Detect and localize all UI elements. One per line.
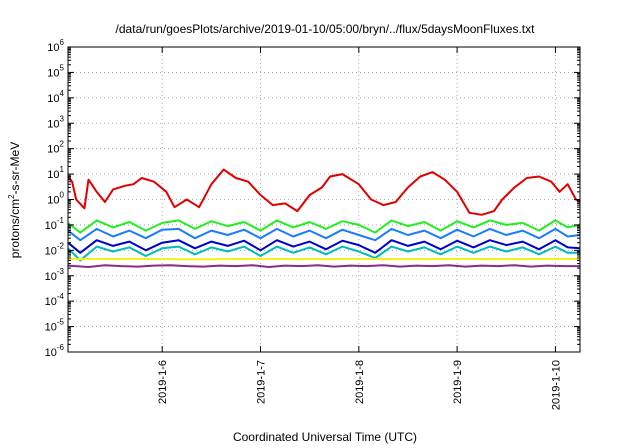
series-line-7 bbox=[67, 264, 580, 268]
x-axis: 2019-1-6 2019-1-7 2019-1-8 2019-1-9 2019-1-1… bbox=[157, 47, 562, 410]
y-tick-label: 106 bbox=[47, 38, 64, 54]
y-axis: 10-6 10-5 10-4 10-3 10-2 10-1 100 101 102 103 104 1… bbox=[45, 38, 580, 359]
y-tick-label: 10-3 bbox=[45, 267, 65, 283]
x-axis-label: Coordinated Universal Time (UTC) bbox=[233, 430, 417, 444]
series-line-1 bbox=[67, 168, 581, 216]
y-tick-label: 10-6 bbox=[45, 343, 65, 359]
x-tick-label: 2019-1-10 bbox=[550, 360, 562, 410]
series-layer bbox=[67, 168, 581, 268]
series-line-5 bbox=[67, 245, 580, 262]
series-line-2 bbox=[67, 219, 581, 234]
y-tick-label: 101 bbox=[47, 165, 64, 181]
x-tick-label: 2019-1-8 bbox=[354, 360, 366, 404]
series-line-6 bbox=[68, 257, 581, 261]
grid-lines bbox=[68, 47, 580, 352]
y-tick-label: 100 bbox=[47, 191, 64, 207]
y-axis-label: protons/cm2-s-sr-MeV bbox=[7, 142, 22, 258]
y-tick-label: 10-2 bbox=[45, 241, 65, 257]
x-tick-label: 2019-1-6 bbox=[157, 360, 169, 404]
y-tick-label: 103 bbox=[47, 114, 64, 130]
x-tick-label: 2019-1-9 bbox=[452, 360, 464, 404]
y-tick-label: 104 bbox=[47, 89, 64, 105]
chart-title: /data/run/goesPlots/archive/2019-01-10/0… bbox=[116, 22, 536, 36]
series-line-3 bbox=[67, 227, 581, 242]
y-tick-label: 10-5 bbox=[45, 318, 65, 334]
y-tick-label: 105 bbox=[47, 63, 64, 79]
y-tick-label: 10-1 bbox=[45, 216, 65, 232]
y-tick-label: 102 bbox=[47, 140, 64, 156]
series-line-4 bbox=[67, 239, 581, 254]
y-tick-label: 10-4 bbox=[45, 292, 65, 308]
x-tick-label: 2019-1-7 bbox=[256, 360, 268, 404]
